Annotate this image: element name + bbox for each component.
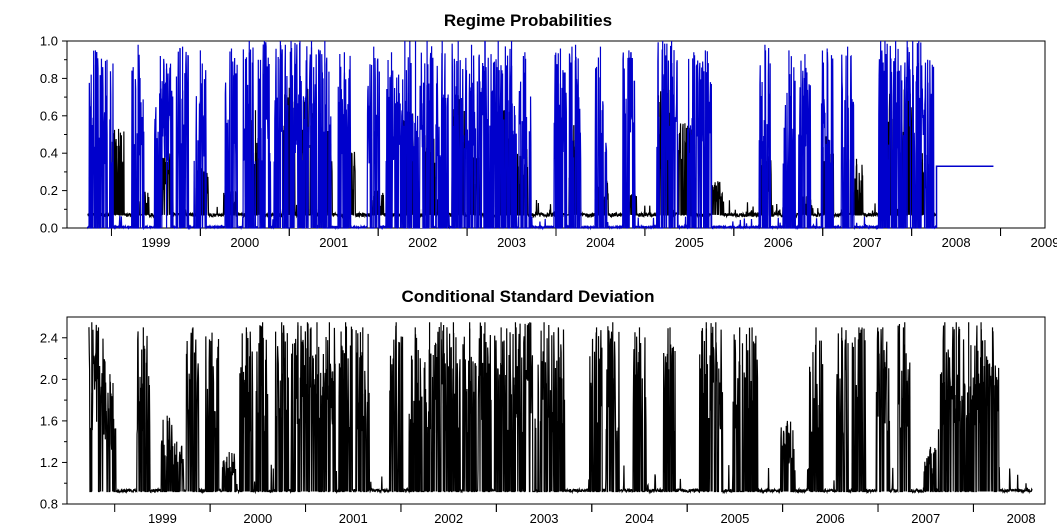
conditional-standard-deviation-chart: Conditional Standard Deviation 0.8 1.2 1.6…	[40, 287, 1046, 526]
y-tick-label: 1.2	[40, 455, 58, 470]
x-tick-label: 2001	[319, 235, 348, 250]
x-tick-label: 2008	[942, 235, 971, 250]
y-tick-label: 0.0	[40, 221, 58, 236]
y-tick-label: 1.6	[40, 413, 58, 428]
chart-title: Regime Probabilities	[444, 11, 612, 30]
x-tick-label: 1999	[141, 235, 170, 250]
x-tick-label: 2005	[720, 511, 749, 526]
x-tick-label: 2006	[816, 511, 845, 526]
series-line	[88, 322, 1033, 495]
x-tick-label: 2002	[408, 235, 437, 250]
y-tick-label: 1.0	[40, 34, 58, 49]
regime-probabilities-chart: Regime Probabilities 0.0 0.2 0.4 0.6 0.8 1.0 1…	[40, 11, 1057, 250]
x-tick-label: 2004	[586, 235, 615, 250]
x-tick-label: 2007	[853, 235, 882, 250]
y-tick-label: 2.4	[40, 330, 58, 345]
x-tick-label: 2002	[434, 511, 463, 526]
x-tick-label: 2003	[530, 511, 559, 526]
x-tick-label: 2000	[243, 511, 272, 526]
x-tick-label: 2000	[230, 235, 259, 250]
plot-frame	[66, 316, 1046, 505]
x-tick-label: 2007	[911, 511, 940, 526]
x-tick-label: 2001	[339, 511, 368, 526]
y-tick-label: 0.8	[40, 497, 58, 512]
y-tick-label: 0.8	[40, 71, 58, 86]
x-tick-label: 1999	[148, 511, 177, 526]
x-tick-label: 2008	[1007, 511, 1036, 526]
y-tick-label: 0.2	[40, 183, 58, 198]
x-tick-label: 2003	[497, 235, 526, 250]
y-tick-label: 0.4	[40, 146, 58, 161]
series-tail	[935, 165, 994, 228]
y-tick-label: 0.6	[40, 108, 58, 123]
y-tick-label: 2.0	[40, 372, 58, 387]
x-tick-label: 2009	[1031, 235, 1057, 250]
x-tick-label: 2004	[625, 511, 654, 526]
chart-title: Conditional Standard Deviation	[401, 287, 654, 306]
x-tick-label: 2006	[764, 235, 793, 250]
x-tick-label: 2005	[675, 235, 704, 250]
